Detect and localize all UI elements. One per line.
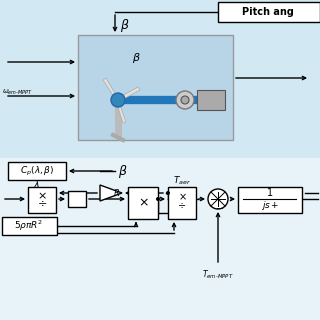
FancyBboxPatch shape — [78, 35, 233, 140]
Polygon shape — [116, 101, 126, 123]
Text: $\times$: $\times$ — [37, 191, 47, 201]
FancyBboxPatch shape — [128, 187, 158, 219]
Text: $\times$: $\times$ — [138, 196, 148, 210]
Circle shape — [176, 91, 194, 109]
Text: $\div$: $\div$ — [37, 198, 47, 208]
FancyBboxPatch shape — [197, 90, 225, 110]
FancyBboxPatch shape — [0, 0, 320, 158]
Text: $\beta$: $\beta$ — [120, 17, 130, 34]
Text: $5\rho\pi R^2$: $5\rho\pi R^2$ — [14, 219, 44, 233]
FancyBboxPatch shape — [168, 187, 196, 219]
Text: 1: 1 — [267, 188, 273, 198]
Text: $-$: $-$ — [215, 202, 225, 212]
Polygon shape — [100, 185, 122, 201]
FancyBboxPatch shape — [0, 158, 320, 320]
Text: Pitch ang: Pitch ang — [242, 7, 294, 17]
Polygon shape — [118, 87, 140, 101]
Text: $C_p(\lambda,\beta)$: $C_p(\lambda,\beta)$ — [20, 164, 54, 178]
FancyBboxPatch shape — [238, 187, 302, 213]
FancyBboxPatch shape — [8, 162, 66, 180]
FancyBboxPatch shape — [68, 191, 86, 207]
Circle shape — [111, 93, 125, 107]
Text: $\omega_{em\text{-}MPPT}$: $\omega_{em\text{-}MPPT}$ — [2, 87, 33, 97]
Text: $\lambda$: $\lambda$ — [33, 178, 41, 190]
Text: R: R — [114, 188, 120, 197]
Circle shape — [166, 191, 170, 195]
Circle shape — [181, 96, 189, 104]
Text: $T_{aer}$: $T_{aer}$ — [173, 175, 191, 187]
FancyBboxPatch shape — [28, 187, 56, 213]
Text: $\div$: $\div$ — [178, 200, 187, 210]
FancyBboxPatch shape — [2, 217, 57, 235]
FancyBboxPatch shape — [218, 2, 320, 22]
Text: $\beta$: $\beta$ — [132, 51, 140, 65]
Text: $js +$: $js +$ — [261, 198, 279, 212]
Circle shape — [208, 189, 228, 209]
Text: $\times$: $\times$ — [178, 192, 187, 202]
Text: $T_{em\text{-}MPPT}$: $T_{em\text{-}MPPT}$ — [202, 269, 234, 281]
Text: $\beta$: $\beta$ — [118, 163, 128, 180]
Polygon shape — [103, 78, 119, 100]
Circle shape — [156, 197, 160, 201]
